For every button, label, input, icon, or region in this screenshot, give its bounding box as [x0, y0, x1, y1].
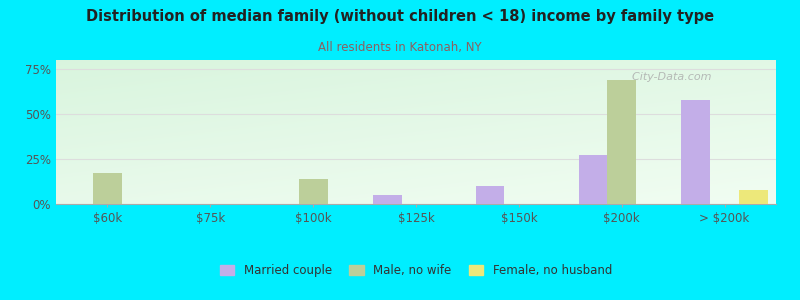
Bar: [93, 173, 122, 204]
Bar: [373, 195, 402, 204]
Bar: [578, 155, 607, 204]
Text: City-Data.com: City-Data.com: [625, 71, 711, 82]
Text: Distribution of median family (without children < 18) income by family type: Distribution of median family (without c…: [86, 9, 714, 24]
Legend: Married couple, Male, no wife, Female, no husband: Married couple, Male, no wife, Female, n…: [215, 259, 617, 282]
Bar: [739, 190, 768, 204]
Bar: [298, 179, 327, 204]
Bar: [682, 100, 710, 204]
Bar: [607, 80, 636, 204]
Text: All residents in Katonah, NY: All residents in Katonah, NY: [318, 40, 482, 53]
Bar: [476, 186, 505, 204]
